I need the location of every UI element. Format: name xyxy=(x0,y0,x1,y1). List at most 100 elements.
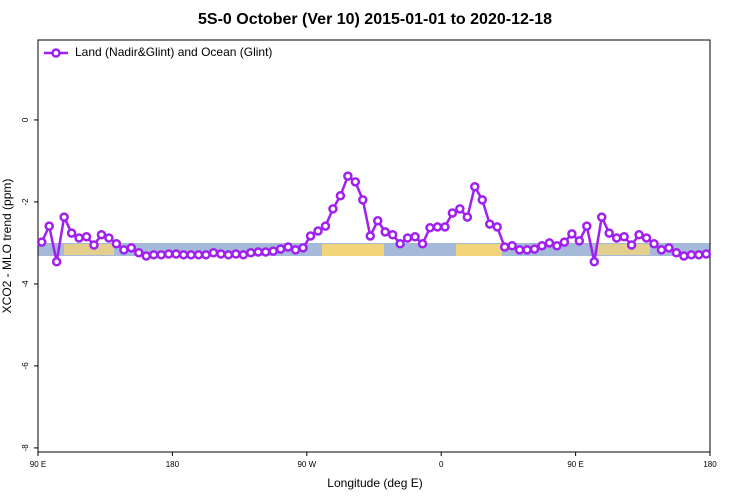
point xyxy=(589,257,600,267)
legend-label: Land (Nadir&Glint) and Ocean (Glint) xyxy=(75,45,272,59)
point xyxy=(365,231,376,241)
point xyxy=(74,233,84,243)
point xyxy=(492,222,502,232)
point xyxy=(641,233,652,243)
point xyxy=(290,245,301,255)
point xyxy=(216,249,226,259)
point xyxy=(484,219,495,229)
point xyxy=(619,232,629,242)
plot-frame xyxy=(37,39,711,453)
point xyxy=(283,242,293,252)
point xyxy=(604,228,614,238)
point xyxy=(126,243,137,253)
point xyxy=(134,248,144,258)
point xyxy=(275,244,286,254)
x-axis-label: Longitude (deg E) xyxy=(327,476,422,490)
land-patch xyxy=(598,244,650,255)
point xyxy=(96,229,107,240)
point xyxy=(178,250,189,260)
legend-marker xyxy=(51,48,61,58)
point xyxy=(567,229,577,239)
x-tick-label: 180 xyxy=(166,460,180,469)
point xyxy=(305,231,316,241)
point xyxy=(44,221,54,231)
point xyxy=(313,226,323,236)
y-tick-label: -6 xyxy=(21,362,30,370)
point xyxy=(664,243,674,253)
point xyxy=(611,233,622,243)
point xyxy=(425,223,435,233)
land-patch xyxy=(322,244,384,256)
land-patch xyxy=(456,244,502,256)
point xyxy=(537,241,547,251)
point xyxy=(701,249,712,259)
point xyxy=(163,249,174,259)
point xyxy=(350,177,361,187)
point xyxy=(432,222,443,232)
point xyxy=(499,242,510,252)
point xyxy=(171,249,181,259)
point xyxy=(208,248,219,258)
point xyxy=(36,237,47,247)
point xyxy=(141,251,152,261)
point xyxy=(470,182,480,192)
point xyxy=(260,247,271,257)
point xyxy=(544,238,555,248)
point xyxy=(380,227,390,237)
x-tick-label: 0 xyxy=(439,460,444,469)
point xyxy=(679,251,689,261)
point xyxy=(559,237,570,247)
point xyxy=(462,212,473,222)
point xyxy=(574,236,585,246)
point xyxy=(634,229,644,240)
point xyxy=(148,250,159,260)
point xyxy=(552,241,562,251)
point xyxy=(358,195,368,205)
point xyxy=(89,240,99,250)
point xyxy=(335,191,346,201)
point xyxy=(66,228,77,238)
point xyxy=(455,204,465,214)
point xyxy=(656,245,667,255)
point xyxy=(387,229,398,240)
point xyxy=(51,257,62,267)
point xyxy=(193,250,204,260)
point xyxy=(246,248,256,258)
point xyxy=(686,250,697,260)
point xyxy=(694,250,704,260)
point xyxy=(231,249,241,259)
point xyxy=(596,212,607,222)
point xyxy=(268,246,278,256)
point xyxy=(477,195,488,205)
point xyxy=(328,204,338,214)
x-tick-label: 90 E xyxy=(567,460,583,469)
point xyxy=(119,245,129,255)
point xyxy=(410,232,420,242)
point xyxy=(81,232,92,242)
y-tick-label: -2 xyxy=(21,198,30,206)
y-tick-label: -4 xyxy=(21,280,30,288)
point xyxy=(417,238,428,249)
point xyxy=(402,233,413,243)
point xyxy=(343,171,353,181)
x-tick-label: 90 W xyxy=(297,460,316,469)
y-tick-label: 0 xyxy=(21,117,30,122)
point xyxy=(201,250,211,260)
point xyxy=(186,250,196,260)
point xyxy=(626,240,637,250)
point xyxy=(671,248,682,258)
y-axis-label: XCO2 - MLO trend (ppm) xyxy=(0,179,14,314)
chart-title: 5S-0 October (Ver 10) 2015-01-01 to 2020… xyxy=(198,11,552,28)
point xyxy=(320,221,331,231)
point xyxy=(649,238,659,249)
point xyxy=(223,250,234,260)
y-tick-label: -8 xyxy=(21,444,30,452)
point xyxy=(507,241,517,251)
point xyxy=(104,233,114,243)
land-patch xyxy=(64,244,114,255)
x-tick-label: 90 E xyxy=(30,460,46,469)
point xyxy=(522,245,532,255)
point xyxy=(447,208,458,218)
point xyxy=(298,243,308,253)
